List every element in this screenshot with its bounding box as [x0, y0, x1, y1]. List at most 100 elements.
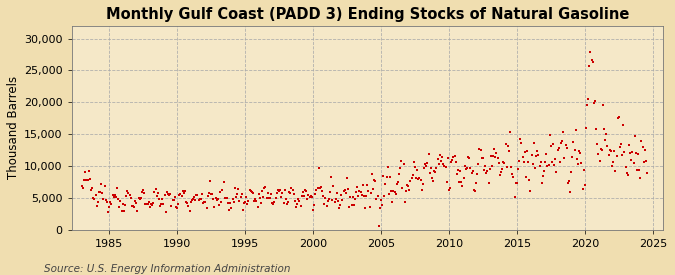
Point — [607, 164, 618, 168]
Point — [610, 169, 621, 173]
Point — [375, 198, 386, 202]
Point — [389, 189, 400, 194]
Point — [564, 179, 574, 183]
Point — [206, 192, 217, 197]
Point — [495, 169, 506, 174]
Point — [558, 130, 568, 134]
Point — [168, 198, 179, 202]
Point — [594, 159, 605, 164]
Point — [639, 160, 649, 165]
Point — [534, 164, 545, 169]
Point — [574, 149, 585, 153]
Point — [211, 198, 222, 203]
Point — [485, 154, 496, 158]
Point — [235, 195, 246, 199]
Point — [493, 160, 504, 165]
Point — [570, 128, 581, 132]
Point — [420, 162, 431, 166]
Point — [271, 191, 282, 195]
Point — [217, 188, 227, 192]
Point — [232, 191, 242, 196]
Point — [338, 189, 349, 193]
Point — [554, 160, 565, 164]
Point — [415, 178, 426, 182]
Point — [91, 204, 102, 208]
Point — [545, 144, 556, 148]
Point — [487, 163, 497, 168]
Point — [301, 189, 312, 194]
Point — [407, 173, 418, 177]
Point — [490, 155, 501, 160]
Point — [535, 160, 546, 164]
Point — [578, 168, 589, 172]
Point — [502, 143, 513, 148]
Point — [333, 206, 344, 210]
Point — [547, 142, 558, 147]
Point — [302, 197, 313, 202]
Point — [300, 188, 310, 192]
Point — [318, 194, 329, 198]
Point — [337, 197, 348, 202]
Point — [171, 205, 182, 209]
Point — [259, 186, 270, 190]
Point — [268, 202, 279, 206]
Point — [350, 190, 361, 194]
Point — [572, 156, 583, 161]
Point — [605, 148, 616, 153]
Point — [562, 180, 573, 185]
Point — [435, 159, 446, 164]
Point — [515, 136, 526, 141]
Point — [108, 195, 119, 199]
Point — [224, 208, 235, 213]
Point — [477, 156, 487, 160]
Point — [180, 189, 190, 194]
Point — [291, 205, 302, 209]
Point — [477, 155, 488, 160]
Point — [107, 192, 118, 197]
Point — [189, 195, 200, 199]
Point — [158, 202, 169, 207]
Point — [178, 191, 189, 196]
Point — [579, 183, 590, 187]
Point — [128, 204, 138, 208]
Point — [537, 173, 548, 178]
Point — [313, 166, 324, 170]
Point — [358, 194, 369, 198]
Point — [412, 167, 423, 172]
Point — [467, 169, 478, 174]
Point — [115, 199, 126, 203]
Point — [87, 186, 98, 191]
Point — [275, 188, 286, 192]
Point — [250, 197, 261, 202]
Point — [619, 150, 630, 155]
Point — [585, 50, 596, 54]
Point — [398, 162, 409, 166]
Point — [363, 188, 374, 193]
Point — [293, 196, 304, 201]
Point — [104, 204, 115, 209]
Point — [425, 170, 435, 175]
Point — [368, 187, 379, 191]
Point — [438, 162, 449, 166]
Point — [210, 196, 221, 200]
Point — [433, 162, 444, 167]
Point — [428, 179, 439, 184]
Point — [353, 194, 364, 199]
Point — [150, 186, 161, 191]
Point — [465, 166, 476, 170]
Point — [504, 148, 514, 153]
Point — [371, 197, 382, 201]
Point — [443, 188, 454, 192]
Point — [122, 189, 133, 194]
Point — [435, 153, 446, 157]
Point — [381, 175, 392, 179]
Point — [621, 170, 632, 175]
Point — [417, 182, 428, 186]
Point — [118, 209, 129, 213]
Point — [450, 160, 461, 165]
Point — [248, 199, 259, 203]
Point — [517, 155, 528, 159]
Point — [176, 194, 187, 199]
Point — [113, 197, 124, 202]
Point — [632, 168, 643, 173]
